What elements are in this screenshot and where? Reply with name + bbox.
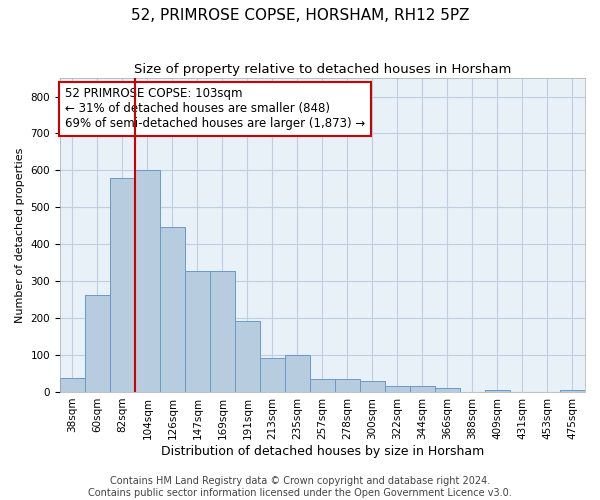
Bar [160,226,185,392]
Bar [110,178,135,392]
X-axis label: Distribution of detached houses by size in Horsham: Distribution of detached houses by size … [161,444,484,458]
Bar [385,386,410,392]
Bar [210,271,235,392]
Text: 52, PRIMROSE COPSE, HORSHAM, RH12 5PZ: 52, PRIMROSE COPSE, HORSHAM, RH12 5PZ [131,8,469,22]
Title: Size of property relative to detached houses in Horsham: Size of property relative to detached ho… [134,62,511,76]
Bar [435,388,460,392]
Bar [260,358,285,392]
Bar [560,390,585,392]
Bar [135,170,160,392]
Bar [285,355,310,392]
Bar [235,321,260,392]
Bar [185,271,210,392]
Bar [85,295,110,392]
Bar [360,381,385,392]
Text: 52 PRIMROSE COPSE: 103sqm
← 31% of detached houses are smaller (848)
69% of semi: 52 PRIMROSE COPSE: 103sqm ← 31% of detac… [65,88,365,130]
Y-axis label: Number of detached properties: Number of detached properties [15,148,25,322]
Bar [485,390,510,392]
Bar [410,386,435,392]
Bar [335,379,360,392]
Bar [310,379,335,392]
Bar [60,378,85,392]
Text: Contains HM Land Registry data © Crown copyright and database right 2024.
Contai: Contains HM Land Registry data © Crown c… [88,476,512,498]
